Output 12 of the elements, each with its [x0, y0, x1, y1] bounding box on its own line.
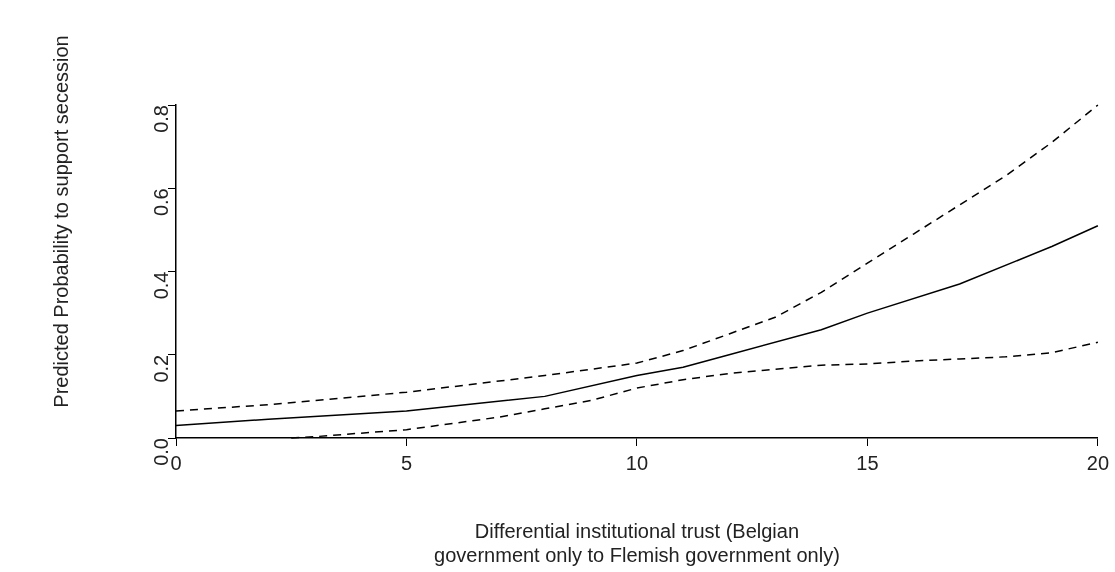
y-tick-label: 0.2	[149, 354, 172, 383]
x-tick-label: 0	[170, 451, 182, 474]
y-axis-title: Predicted Probability to support secession	[49, 35, 72, 408]
x-tick-label: 5	[400, 451, 413, 474]
x-tick-label: 15	[856, 451, 879, 474]
x-tick-label: 10	[625, 451, 649, 474]
y-tick-label: 0.0	[149, 438, 172, 466]
y-tick-label: 0.8	[149, 105, 172, 133]
x-tick-label: 20	[1086, 451, 1109, 474]
x-axis-title: Differential institutional trust (Belgian government only to Flemish government only)	[434, 519, 840, 566]
y-tick-label: 0.6	[149, 188, 172, 217]
y-tick-label: 0.4	[149, 271, 172, 300]
